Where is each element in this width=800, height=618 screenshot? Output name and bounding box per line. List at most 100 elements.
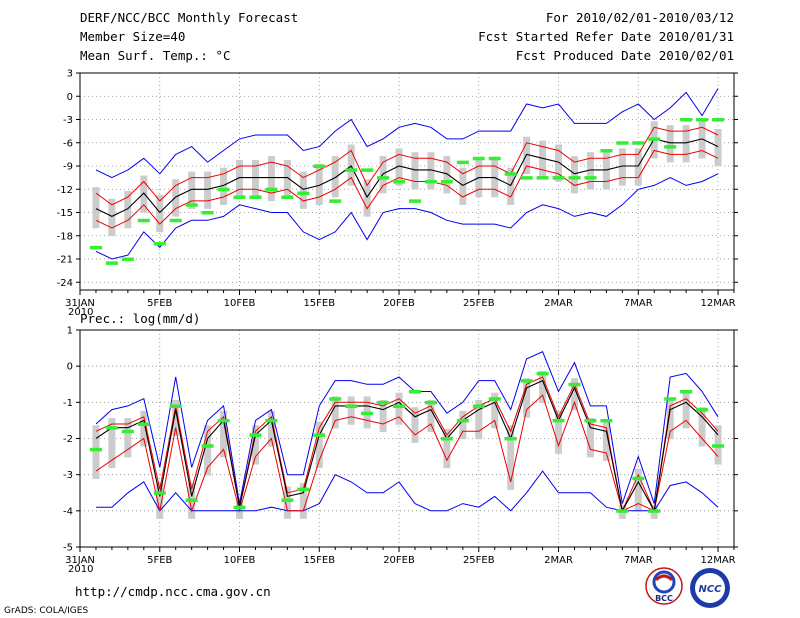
series-line-upper-inner	[95, 126, 719, 206]
observed-marker	[632, 476, 645, 481]
observed-marker	[472, 156, 485, 161]
spread-box	[236, 160, 244, 198]
spread-box	[618, 148, 626, 186]
spread-box	[331, 396, 339, 429]
spread-box	[347, 144, 355, 186]
x-tick-label: 7MAR	[624, 298, 653, 309]
spread-box	[491, 392, 499, 429]
ncc-logo: NCC	[690, 568, 730, 608]
observed-marker	[89, 447, 102, 452]
x-tick-label: 15FEB	[303, 555, 335, 566]
spread-box	[251, 160, 259, 198]
ncc-logo-text: NCC	[698, 584, 722, 595]
spread-box	[539, 140, 547, 178]
spread-box	[459, 410, 467, 440]
bcc-logo-text: BCC	[655, 594, 673, 603]
spread-box	[188, 171, 196, 209]
observed-marker	[664, 145, 677, 149]
observed-marker	[648, 509, 661, 513]
series-line-ensemble-mean	[95, 379, 719, 513]
spread-box	[347, 396, 355, 425]
observed-marker	[552, 418, 565, 423]
observed-marker	[440, 437, 453, 441]
observed-marker	[233, 505, 246, 510]
observed-marker	[201, 444, 214, 448]
observed-marker	[233, 195, 246, 199]
spread-box	[220, 410, 228, 458]
y-tick-label: -1	[63, 398, 73, 409]
y-tick-label: -2	[63, 434, 73, 445]
forecast-period: For 2010/02/01-2010/03/12	[546, 10, 734, 25]
spread-box	[92, 187, 100, 229]
observed-marker	[137, 422, 150, 427]
spread-box	[570, 156, 578, 194]
x-tick-label: 10FEB	[224, 298, 256, 309]
spread-box	[220, 167, 228, 205]
chart-title: DERF/NCC/BCC Monthly Forecast	[80, 10, 298, 25]
observed-marker	[520, 379, 533, 383]
observed-marker	[281, 195, 294, 199]
observed-marker	[568, 382, 581, 387]
spread-box	[251, 425, 259, 465]
spread-box	[283, 486, 291, 519]
observed-marker	[361, 168, 374, 172]
x-tick-label: 2MAR	[544, 298, 573, 309]
y-tick-label: -24	[57, 278, 73, 289]
observed-marker	[616, 141, 629, 145]
observed-marker	[185, 498, 198, 502]
observed-marker	[664, 397, 677, 401]
x-tick-label: 25FEB	[463, 298, 495, 309]
observed-marker	[584, 176, 597, 180]
spread-box	[92, 425, 100, 480]
spread-box	[156, 194, 164, 233]
spread-box	[395, 148, 403, 186]
observed-marker	[600, 149, 613, 153]
spread-box	[459, 167, 467, 205]
spread-box	[602, 152, 610, 190]
observed-marker	[424, 400, 437, 405]
source-url[interactable]: http://cmdp.ncc.cma.gov.cn	[75, 584, 271, 599]
observed-marker	[488, 156, 501, 161]
y-tick-label: 0	[67, 362, 73, 373]
y-tick-label: -4	[63, 506, 73, 517]
observed-marker	[393, 180, 406, 184]
observed-marker	[105, 426, 118, 430]
spread-box	[411, 152, 419, 190]
x-tick-label: 31JAN	[65, 298, 95, 309]
observed-marker	[488, 397, 501, 401]
spread-box	[299, 171, 307, 209]
x-tick-label: 2010	[68, 564, 93, 575]
observed-marker	[696, 408, 709, 412]
y-tick-label: -6	[63, 138, 73, 149]
y-tick-label: -3	[63, 115, 73, 126]
spread-box	[491, 160, 499, 198]
spread-box	[379, 399, 387, 433]
spread-box	[602, 421, 610, 461]
observed-marker	[680, 118, 693, 122]
observed-marker	[648, 137, 661, 141]
fcst-produced-date: Fcst Produced Date 2010/02/01	[516, 48, 734, 63]
observed-marker	[408, 389, 421, 394]
spread-box	[539, 371, 547, 404]
observed-marker	[584, 418, 597, 423]
spread-box	[475, 160, 483, 198]
y-tick-label: 0	[67, 92, 73, 103]
observed-marker	[393, 404, 406, 408]
spread-box	[682, 392, 690, 429]
observed-marker	[568, 176, 581, 180]
observed-marker	[313, 164, 326, 168]
variable-label: Mean Surf. Temp.: °C	[80, 48, 231, 63]
observed-marker	[281, 498, 294, 502]
y-tick-label: -12	[57, 185, 73, 196]
x-tick-label: 12MAR	[700, 298, 735, 309]
observed-marker	[456, 418, 469, 423]
spread-box	[267, 410, 275, 447]
spread-box	[523, 378, 531, 418]
fcst-started-date: Fcst Started Refer Date 2010/01/31	[478, 29, 734, 44]
spread-box	[507, 167, 515, 205]
spread-box	[108, 418, 116, 469]
spread-box	[411, 407, 419, 443]
spread-box	[124, 418, 132, 458]
spread-box	[570, 378, 578, 411]
